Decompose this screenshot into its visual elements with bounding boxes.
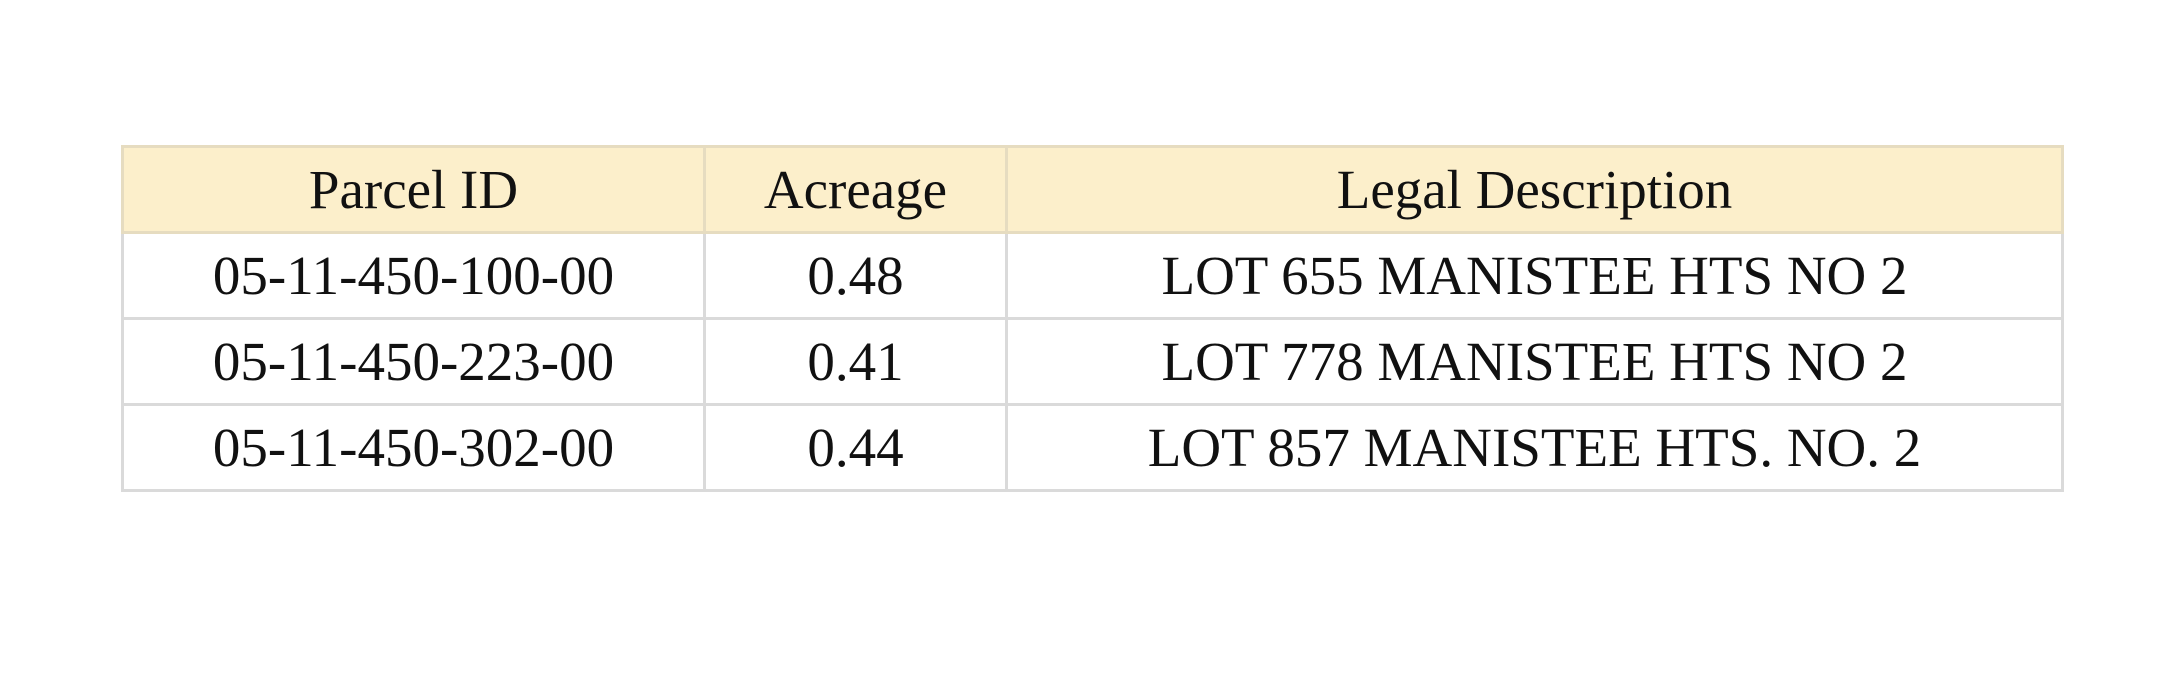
header-parcel-id: Parcel ID (121, 145, 706, 234)
cell-parcel-id: 05-11-450-223-00 (121, 317, 706, 406)
cell-parcel-id: 05-11-450-302-00 (121, 403, 706, 492)
cell-parcel-id: 05-11-450-100-00 (121, 231, 706, 320)
table-row: 05-11-450-100-00 0.48 LOT 655 MANISTEE H… (121, 231, 2064, 320)
cell-acreage: 0.48 (703, 231, 1008, 320)
table-header: Parcel ID Acreage Legal Description (121, 145, 2064, 234)
parcel-table: Parcel ID Acreage Legal Description 05-1… (121, 145, 2064, 492)
header-legal-description: Legal Description (1005, 145, 2064, 234)
cell-legal-description: LOT 778 MANISTEE HTS NO 2 (1005, 317, 2064, 406)
header-row: Parcel ID Acreage Legal Description (121, 145, 2064, 234)
table-row: 05-11-450-223-00 0.41 LOT 778 MANISTEE H… (121, 317, 2064, 406)
table-row: 05-11-450-302-00 0.44 LOT 857 MANISTEE H… (121, 403, 2064, 492)
cell-legal-description: LOT 857 MANISTEE HTS. NO. 2 (1005, 403, 2064, 492)
cell-acreage: 0.44 (703, 403, 1008, 492)
cell-acreage: 0.41 (703, 317, 1008, 406)
header-acreage: Acreage (703, 145, 1008, 234)
cell-legal-description: LOT 655 MANISTEE HTS NO 2 (1005, 231, 2064, 320)
table-body: 05-11-450-100-00 0.48 LOT 655 MANISTEE H… (121, 231, 2064, 492)
